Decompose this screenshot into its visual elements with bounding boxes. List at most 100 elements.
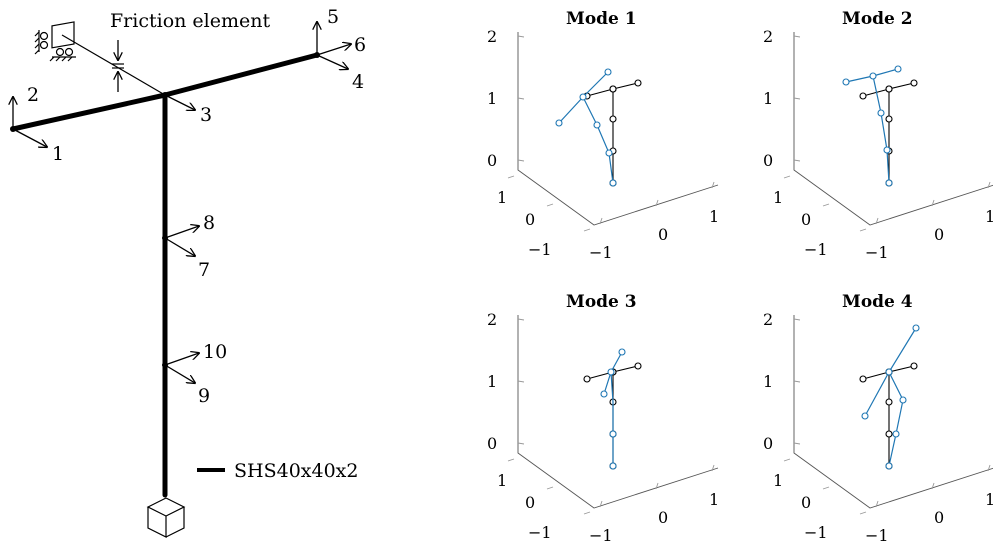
z-tick-label-2: 2 xyxy=(487,310,497,329)
mode-shape-node xyxy=(883,146,891,154)
z-tick xyxy=(517,380,525,383)
x-tick-label-2: 1 xyxy=(985,490,993,509)
dof-3-arrow xyxy=(164,94,195,110)
y-tick xyxy=(822,486,830,490)
y-tick-label-1: 0 xyxy=(525,493,535,512)
dof-1-arrow xyxy=(12,128,47,147)
mode-shape-node xyxy=(609,462,617,470)
dof-label-3: 3 xyxy=(200,104,212,126)
x-tick xyxy=(987,464,991,472)
reference-node xyxy=(859,92,867,100)
y-tick xyxy=(507,458,515,462)
axis-frame xyxy=(517,315,719,509)
y-tick xyxy=(546,486,554,490)
friction-link-line xyxy=(61,34,166,96)
z-tick xyxy=(793,380,801,383)
z-tick-label-0: 0 xyxy=(487,434,497,453)
y-tick-label-1: 0 xyxy=(525,210,535,229)
mode-shape-node xyxy=(618,348,626,356)
x-tick xyxy=(655,482,659,490)
x-tick xyxy=(599,217,603,225)
mode-shape-node xyxy=(605,149,613,157)
x-tick xyxy=(875,217,879,225)
x-tick-label-2: 1 xyxy=(709,207,719,226)
reference-node xyxy=(634,362,642,370)
x-tick xyxy=(875,500,879,508)
z-tick-label-1: 1 xyxy=(487,89,497,108)
axis-frame xyxy=(517,32,719,226)
y-tick-label-1: 0 xyxy=(801,210,811,229)
z-tick xyxy=(517,318,525,321)
y-tick xyxy=(859,228,867,232)
x-tick xyxy=(711,464,715,472)
dof-label-9: 9 xyxy=(198,385,210,407)
dof-7-arrow xyxy=(164,237,195,256)
dof-label-7: 7 xyxy=(198,259,210,281)
mode-shape-node xyxy=(885,179,893,187)
z-tick xyxy=(793,442,801,445)
mode-shape-node xyxy=(607,368,615,376)
friction-element-label: Friction element xyxy=(110,10,270,32)
mode-title-3: Mode 3 xyxy=(566,292,637,312)
axis-frame xyxy=(793,32,993,226)
mode-shape-node xyxy=(593,121,601,129)
axis-frame xyxy=(793,315,993,509)
x-tick-label-2: 1 xyxy=(709,490,719,509)
y-tick xyxy=(583,228,591,232)
z-tick-label-2: 2 xyxy=(763,27,773,46)
dof-label-10: 10 xyxy=(203,341,227,363)
dof-label-1: 1 xyxy=(52,143,64,165)
mode-shape-node xyxy=(579,93,587,101)
reference-node xyxy=(885,398,893,406)
z-tick xyxy=(793,159,801,162)
z-tick xyxy=(793,35,801,38)
roller-support-icon xyxy=(34,21,76,62)
x-tick-label-2: 1 xyxy=(985,207,993,226)
mode-shape-node xyxy=(885,462,893,470)
section-label: SHS40x40x2 xyxy=(234,460,358,482)
dof-label-5: 5 xyxy=(327,6,339,28)
y-tick-label-0: 1 xyxy=(773,471,783,490)
y-tick-label-0: 1 xyxy=(497,471,507,490)
reference-node xyxy=(885,85,893,93)
mode-title-1: Mode 1 xyxy=(566,9,637,29)
mode-title-4: Mode 4 xyxy=(842,292,913,312)
mode-shape-node xyxy=(892,430,900,438)
y-tick xyxy=(583,511,591,515)
crossbeam-right xyxy=(162,52,320,98)
x-tick xyxy=(931,199,935,207)
friction-element-symbol xyxy=(112,40,124,92)
z-tick-label-2: 2 xyxy=(487,27,497,46)
x-tick-label-0: −1 xyxy=(865,526,889,544)
dof-9-arrow xyxy=(164,364,195,383)
y-tick xyxy=(507,175,515,179)
y-tick-label-0: 1 xyxy=(773,188,783,207)
dof-label-4: 4 xyxy=(352,71,364,93)
reference-node xyxy=(609,115,617,123)
z-tick-label-1: 1 xyxy=(487,372,497,391)
z-tick xyxy=(517,159,525,162)
y-tick-label-2: −1 xyxy=(804,240,828,259)
reference-node xyxy=(859,375,867,383)
dof-6-arrow xyxy=(316,44,351,56)
y-tick-label-2: −1 xyxy=(528,240,552,259)
y-tick xyxy=(783,175,791,179)
structure-diagram: 1 2 3 4 5 6 7 8 9 10 Friction element SH… xyxy=(10,6,366,538)
x-tick-label-1: 0 xyxy=(934,225,944,244)
reference-node xyxy=(910,362,918,370)
x-tick-label-1: 0 xyxy=(658,225,668,244)
z-tick-label-1: 1 xyxy=(763,372,773,391)
mode-shape-node xyxy=(555,119,563,127)
mode-title-2: Mode 2 xyxy=(842,9,913,29)
x-tick xyxy=(931,482,935,490)
x-tick xyxy=(711,181,715,189)
mode-shape-line xyxy=(872,75,890,184)
mode-shape-line xyxy=(888,371,904,467)
y-tick xyxy=(859,511,867,515)
reference-node xyxy=(583,375,591,383)
z-tick xyxy=(517,442,525,445)
reference-node xyxy=(910,79,918,87)
mode-shape-node xyxy=(842,78,850,86)
